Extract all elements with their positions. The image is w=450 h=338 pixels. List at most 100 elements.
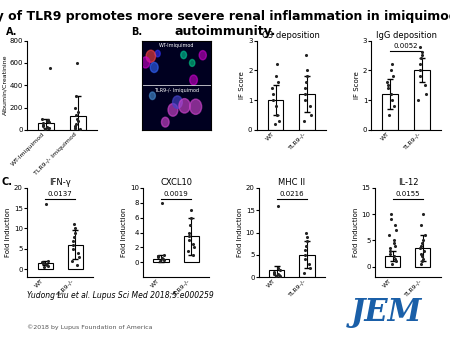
Circle shape bbox=[146, 50, 156, 62]
Text: Yudong Liu et al. Lupus Sci Med 2018;5:e000259: Yudong Liu et al. Lupus Sci Med 2018;5:e… bbox=[27, 291, 214, 300]
Point bbox=[72, 94, 80, 99]
Point bbox=[270, 91, 277, 97]
Point bbox=[43, 124, 50, 130]
Point bbox=[44, 117, 51, 122]
Bar bbox=[70, 117, 86, 130]
Title: MHC II: MHC II bbox=[279, 178, 306, 187]
Text: C.: C. bbox=[2, 177, 13, 187]
Point bbox=[384, 82, 392, 88]
Point bbox=[44, 258, 51, 264]
Point bbox=[72, 230, 79, 235]
Point bbox=[72, 124, 79, 129]
Point bbox=[392, 259, 400, 264]
Point bbox=[46, 66, 53, 71]
Point bbox=[41, 126, 49, 131]
Bar bbox=[153, 259, 168, 262]
Y-axis label: Fold Induction: Fold Induction bbox=[237, 208, 243, 257]
Bar bbox=[270, 270, 284, 277]
Point bbox=[73, 116, 81, 121]
Circle shape bbox=[179, 99, 190, 113]
Point bbox=[188, 215, 195, 220]
Point bbox=[392, 227, 400, 233]
Point bbox=[391, 256, 398, 262]
Text: TLR9-/- Imiquimod: TLR9-/- Imiquimod bbox=[154, 88, 199, 93]
Point bbox=[76, 126, 84, 131]
Point bbox=[417, 222, 424, 227]
Point bbox=[304, 239, 311, 244]
Point bbox=[303, 68, 310, 73]
Text: 0.0052: 0.0052 bbox=[394, 44, 418, 49]
Point bbox=[386, 246, 393, 251]
Bar bbox=[268, 100, 284, 130]
Point bbox=[269, 86, 276, 91]
Point bbox=[75, 109, 82, 115]
Point bbox=[388, 62, 396, 67]
Point bbox=[387, 68, 395, 73]
Circle shape bbox=[199, 51, 207, 60]
Point bbox=[185, 234, 193, 239]
Title: C3 deposition: C3 deposition bbox=[262, 31, 320, 40]
Point bbox=[275, 203, 282, 209]
Point bbox=[390, 240, 397, 246]
Point bbox=[72, 122, 80, 127]
Y-axis label: IF Score: IF Score bbox=[354, 71, 360, 99]
Bar bbox=[300, 255, 315, 277]
Point bbox=[72, 125, 79, 131]
Point bbox=[306, 261, 313, 266]
Bar bbox=[382, 94, 398, 130]
Point bbox=[301, 91, 308, 97]
Point bbox=[273, 103, 280, 109]
Point bbox=[45, 119, 52, 125]
Point bbox=[416, 68, 423, 73]
Point bbox=[307, 112, 315, 118]
Point bbox=[415, 97, 422, 103]
Point bbox=[73, 262, 80, 268]
Point bbox=[73, 60, 80, 66]
Y-axis label: IF Score: IF Score bbox=[239, 71, 245, 99]
Circle shape bbox=[181, 51, 187, 59]
Point bbox=[186, 222, 194, 228]
Point bbox=[304, 74, 311, 79]
Bar bbox=[299, 94, 315, 130]
Point bbox=[154, 253, 162, 258]
Circle shape bbox=[189, 59, 195, 66]
Point bbox=[277, 273, 284, 279]
Point bbox=[302, 97, 309, 103]
Point bbox=[387, 217, 394, 222]
Point bbox=[386, 112, 393, 118]
Y-axis label: Albumin/Creatinine: Albumin/Creatinine bbox=[3, 55, 8, 116]
Point bbox=[69, 246, 76, 251]
Point bbox=[272, 273, 279, 279]
Title: IgG deposition: IgG deposition bbox=[376, 31, 436, 40]
Point bbox=[386, 233, 393, 238]
Point bbox=[392, 243, 399, 248]
Bar bbox=[68, 245, 83, 269]
Point bbox=[300, 270, 307, 275]
Point bbox=[274, 272, 281, 277]
Text: Deficiency of TLR9 promotes more severe renal inflammation in imiquimod-induced
: Deficiency of TLR9 promotes more severe … bbox=[0, 10, 450, 38]
Point bbox=[417, 246, 424, 251]
Point bbox=[39, 120, 46, 126]
Point bbox=[159, 256, 166, 261]
Point bbox=[46, 125, 53, 131]
Point bbox=[74, 118, 81, 124]
Point bbox=[155, 255, 162, 260]
Point bbox=[387, 251, 394, 256]
Title: CXCL10: CXCL10 bbox=[160, 178, 192, 187]
Point bbox=[417, 56, 424, 61]
Bar bbox=[414, 70, 430, 130]
Point bbox=[421, 82, 428, 88]
Bar bbox=[184, 236, 198, 262]
Point bbox=[275, 118, 283, 124]
Point bbox=[388, 261, 396, 267]
Bar bbox=[38, 123, 54, 130]
Point bbox=[307, 266, 314, 271]
Point bbox=[392, 222, 399, 227]
Point bbox=[39, 261, 46, 266]
Point bbox=[418, 240, 426, 246]
Point bbox=[390, 74, 397, 79]
Point bbox=[302, 243, 309, 249]
Point bbox=[42, 201, 50, 207]
Point bbox=[302, 230, 309, 235]
Point bbox=[40, 124, 47, 129]
